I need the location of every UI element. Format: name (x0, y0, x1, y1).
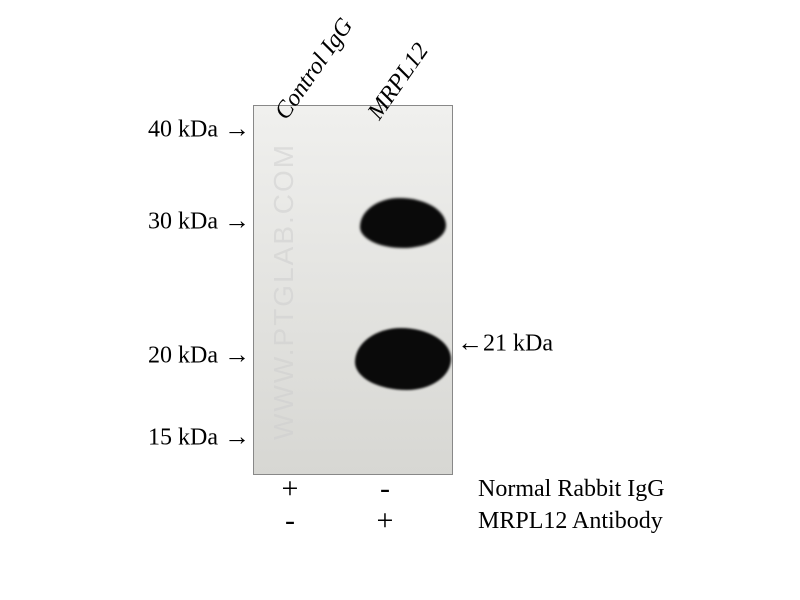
mw-marker: 30 kDa → (120, 208, 250, 238)
figure-root: WWW.PTGLAB.COM 40 kDa →30 kDa →20 kDa →1… (0, 0, 800, 600)
watermark-text: WWW.PTGLAB.COM (268, 143, 300, 440)
legend-mark: + (275, 472, 305, 506)
band-size-annotation: ←21 kDa (457, 330, 553, 360)
legend-mark: - (275, 504, 305, 538)
legend-mark: - (370, 472, 400, 506)
wb-band (355, 328, 451, 390)
mw-marker-label: 15 kDa (148, 425, 224, 451)
mw-marker: 20 kDa → (120, 342, 250, 372)
arrow-right-icon: → (224, 340, 250, 370)
arrow-right-icon: → (224, 206, 250, 236)
arrow-right-icon: → (224, 114, 250, 144)
legend-mark: + (370, 504, 400, 538)
arrow-left-icon: ← (457, 328, 483, 358)
wb-band (360, 198, 446, 248)
legend-row-label: MRPL12 Antibody (478, 508, 663, 535)
mw-marker-label: 20 kDa (148, 343, 224, 369)
arrow-right-icon: → (224, 422, 250, 452)
band-size-label: 21 kDa (483, 331, 553, 357)
mw-marker: 15 kDa → (120, 424, 250, 454)
legend-row-label: Normal Rabbit IgG (478, 476, 665, 503)
mw-marker: 40 kDa → (120, 116, 250, 146)
mw-marker-label: 30 kDa (148, 209, 224, 235)
mw-marker-label: 40 kDa (148, 117, 224, 143)
